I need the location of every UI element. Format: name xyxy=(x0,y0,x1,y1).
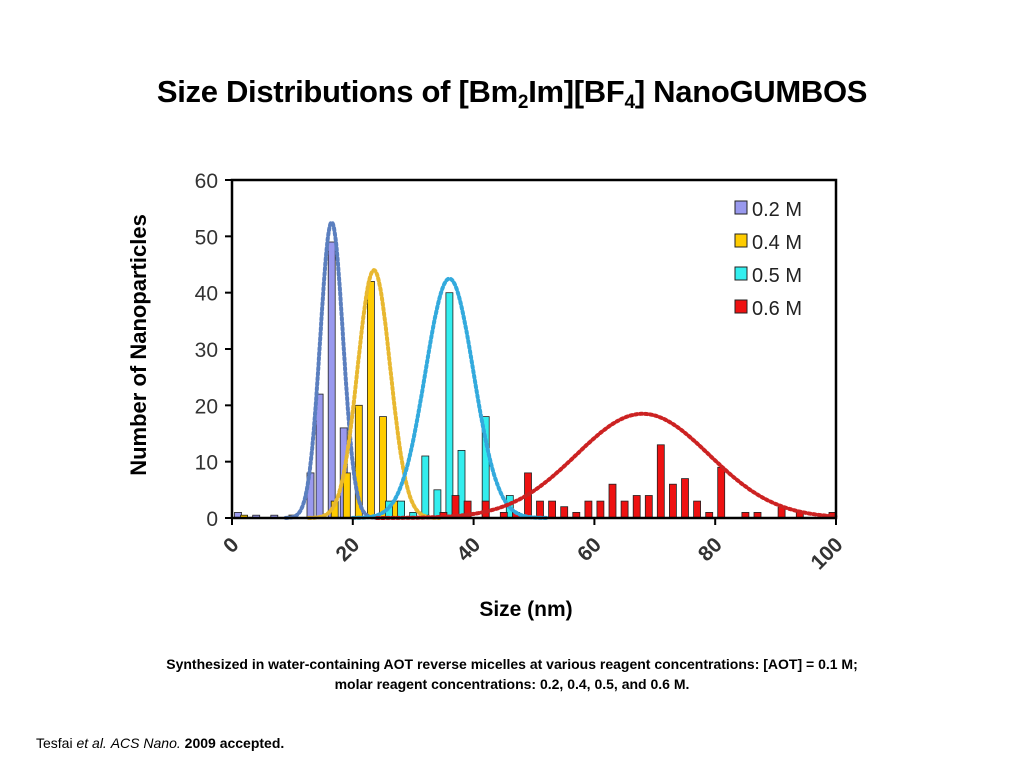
y-tick-label-0: 0 xyxy=(206,508,218,531)
title-part-3: ] NanoGUMBOS xyxy=(634,74,868,109)
bar-0-6-m-10 xyxy=(560,506,569,519)
x-tick-label-20: 20 xyxy=(332,533,365,566)
x-tick-label-0: 0 xyxy=(219,533,244,558)
bar-0-2-m-6 xyxy=(327,241,336,519)
legend-swatch-0-2-m xyxy=(734,200,748,215)
bar-0-5-m-3 xyxy=(421,455,430,519)
citation: Tesfai et al. ACS Nano. 2009 accepted. xyxy=(36,735,284,751)
fit-curve-0-6-m xyxy=(375,411,838,520)
citation-etal: et al. xyxy=(76,735,107,751)
y-axis-ticks: 0 10 20 30 40 50 60 xyxy=(195,170,232,531)
y-tick-label-50: 50 xyxy=(195,226,218,249)
bar-0-6-m-15 xyxy=(620,500,629,519)
y-tick-label-30: 30 xyxy=(195,339,218,362)
x-tick-label-40: 40 xyxy=(452,533,485,566)
bar-0-6-m-16 xyxy=(632,495,641,519)
citation-year: 2009 accepted. xyxy=(184,735,285,751)
title-part-2: Im][BF xyxy=(528,74,625,109)
caption-line-2: molar reagent concentrations: 0.2, 0.4, … xyxy=(334,676,690,692)
x-tick-label-80: 80 xyxy=(694,533,727,566)
fit-curve-0-5-m xyxy=(350,276,549,520)
legend-label-0-5-m: 0.5 M xyxy=(752,265,802,287)
bar-0-6-m-13 xyxy=(596,500,605,519)
fit-curve-0-2-m xyxy=(283,220,380,520)
fit-curve-0-4-m xyxy=(306,267,442,520)
bar-0-6-m-20 xyxy=(681,478,689,519)
y-tick-label-40: 40 xyxy=(195,283,218,306)
y-tick-label-20: 20 xyxy=(195,395,218,418)
slide-title: Size Distributions of [Bm2Im][BF4] NanoG… xyxy=(0,74,1024,113)
bar-0-6-m-19 xyxy=(669,483,677,519)
title-subscript-2: 4 xyxy=(624,92,636,113)
citation-author: Tesfai xyxy=(36,735,77,751)
legend-swatch-0-5-m xyxy=(734,266,748,281)
y-tick-label-60: 60 xyxy=(195,170,218,193)
bar-0-6-m-8 xyxy=(536,500,544,519)
legend-swatch-0-6-m xyxy=(734,299,748,314)
x-tick-label-60: 60 xyxy=(573,533,606,566)
bar-0-6-m-18 xyxy=(656,444,665,519)
citation-journal: ACS Nano. xyxy=(110,735,181,751)
bar-0-6-m-21 xyxy=(693,500,701,519)
y-tick-label-10: 10 xyxy=(195,452,218,475)
x-axis-label: Size (nm) xyxy=(479,598,572,621)
caption-line-1: Synthesized in water-containing AOT reve… xyxy=(166,656,858,672)
legend: 0.2 M 0.4 M 0.5 M 0.6 M xyxy=(734,199,802,320)
bar-0-6-m-17 xyxy=(644,495,653,519)
legend-label-0-2-m: 0.2 M xyxy=(752,199,802,221)
y-axis-label: Number of Nanoparticles xyxy=(126,214,151,476)
x-axis-ticks: 0 20 40 60 80 100 xyxy=(219,518,848,574)
bar-0-6-m-12 xyxy=(584,500,593,519)
title-subscript-1: 2 xyxy=(517,92,529,113)
size-distribution-chart: 0 10 20 30 40 50 60 0 20 40 60 80 100 Size (nm) Num… xyxy=(126,170,848,621)
legend-label-0-4-m: 0.4 M xyxy=(752,232,802,254)
title-part-1: Size Distributions of [Bm xyxy=(156,74,518,109)
bar-0-6-m-23 xyxy=(717,466,726,519)
bar-0-5-m-5 xyxy=(445,292,454,519)
legend-swatch-0-4-m xyxy=(734,233,748,248)
bar-0-5-m-1 xyxy=(397,500,406,519)
bar-0-4-m-3 xyxy=(342,472,351,519)
legend-label-0-6-m: 0.6 M xyxy=(752,298,802,320)
bar-0-4-m-5 xyxy=(366,280,375,519)
bar-0-6-m-14 xyxy=(608,483,617,519)
fit-curves-layer xyxy=(283,220,838,520)
x-tick-label-100: 100 xyxy=(806,533,847,574)
bar-0-6-m-9 xyxy=(548,500,556,519)
